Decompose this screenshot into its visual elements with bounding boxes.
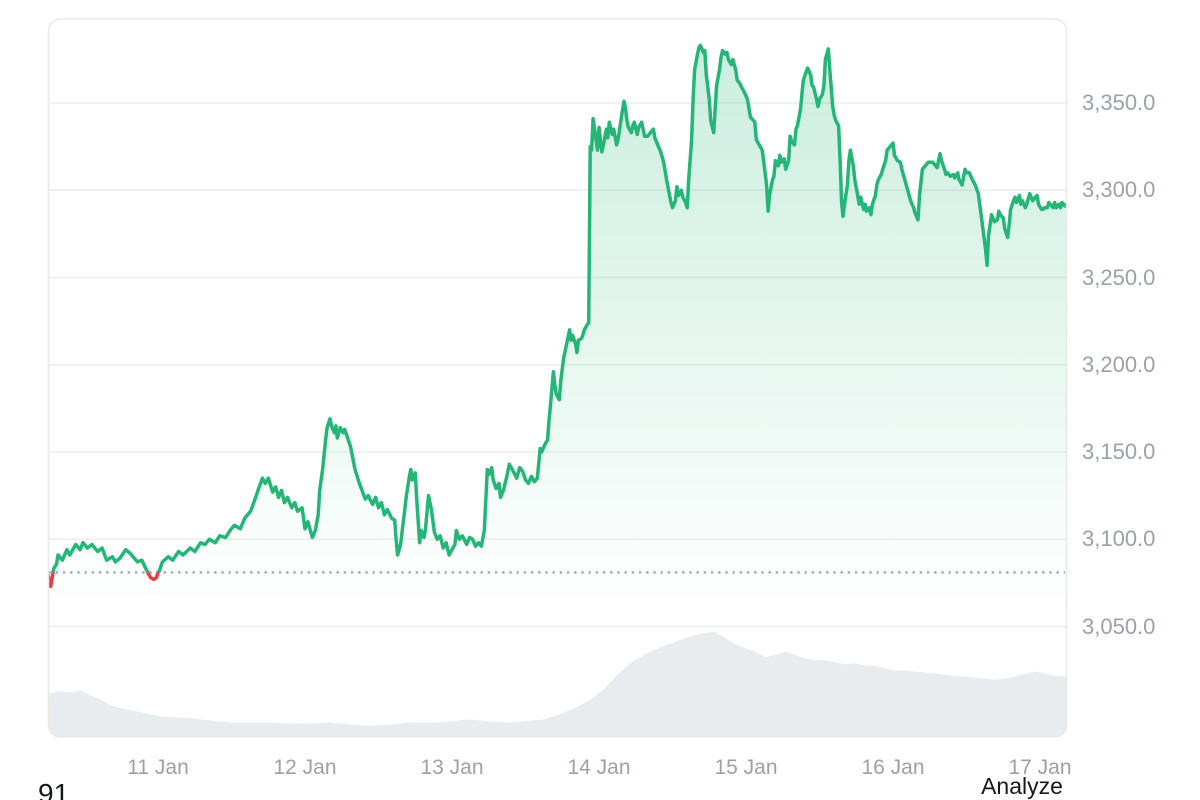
x-axis-label: 13 Jan xyxy=(420,756,484,779)
x-axis-label: 16 Jan xyxy=(861,756,925,779)
price-line xyxy=(48,43,1067,573)
x-axis-label: 14 Jan xyxy=(567,756,631,779)
clipped-bottom-left-number: 91 xyxy=(38,778,70,800)
y-axis-label: 3,300.0 xyxy=(1082,177,1156,202)
analyze-button[interactable]: Analyze xyxy=(962,772,1082,800)
y-axis-label: 3,100.0 xyxy=(1082,526,1156,551)
x-axis-label: 17 Jan xyxy=(1008,756,1072,779)
x-axis-label: 15 Jan xyxy=(714,756,778,779)
y-axis-label: 3,200.0 xyxy=(1082,352,1156,377)
y-axis-label: 3,250.0 xyxy=(1082,265,1156,290)
y-axis-label: 3,150.0 xyxy=(1082,439,1156,464)
x-axis-label: 11 Jan xyxy=(127,756,189,779)
x-axis-label: 12 Jan xyxy=(273,756,337,779)
y-axis-label: 3,050.0 xyxy=(1082,614,1156,639)
y-axis-label: 3,350.0 xyxy=(1082,90,1156,115)
volume-area xyxy=(48,632,1067,737)
plot-border xyxy=(47,18,1068,738)
price-fill xyxy=(48,45,1067,615)
